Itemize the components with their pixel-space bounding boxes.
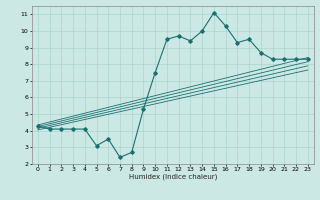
X-axis label: Humidex (Indice chaleur): Humidex (Indice chaleur)	[129, 174, 217, 180]
